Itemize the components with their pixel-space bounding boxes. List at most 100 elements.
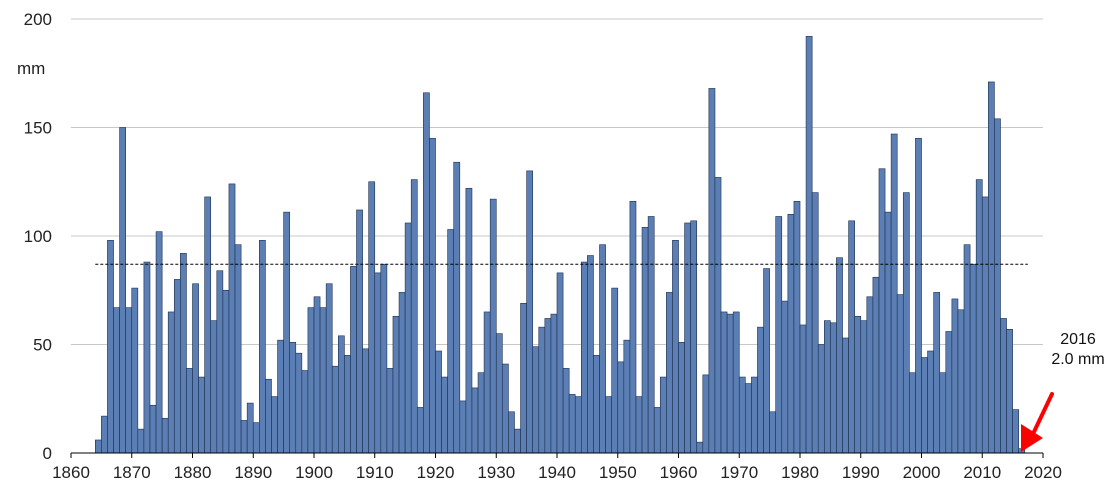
x-tick-label-1980: 1980: [781, 463, 819, 482]
bar-1983: [817, 344, 825, 454]
bar-1947: [599, 244, 606, 454]
bar-1907: [356, 209, 363, 454]
bar-1934: [520, 302, 527, 454]
bar-1989: [854, 315, 862, 454]
bar-1928: [483, 311, 491, 454]
bar-1939: [550, 313, 558, 454]
bar-1959: [672, 240, 679, 454]
bar-1973: [757, 326, 764, 454]
x-tick-label-1860: 1860: [52, 463, 90, 482]
bar-1908: [362, 348, 369, 454]
annotation-value-label: 2.0 mm: [1051, 351, 1104, 368]
bar-1887: [234, 244, 242, 454]
bar-1960: [678, 342, 685, 454]
bar-1914: [398, 292, 406, 454]
bar-1918: [423, 92, 430, 454]
bar-1903: [331, 365, 339, 454]
x-tick-label-1910: 1910: [356, 463, 394, 482]
bar-1919: [429, 138, 436, 454]
bar-1968: [726, 313, 734, 454]
bar-1942: [568, 394, 576, 454]
bar-1956: [653, 407, 661, 454]
bars-group: [95, 36, 1026, 454]
bar-1874: [155, 231, 163, 454]
bar-1995: [890, 133, 898, 454]
bar-1930: [495, 333, 503, 454]
bar-1905: [344, 355, 351, 454]
bar-1952: [629, 200, 637, 454]
bar-1994: [884, 211, 892, 454]
bar-1892: [265, 378, 272, 454]
bar-1932: [508, 411, 515, 454]
bar-2013: [1000, 318, 1007, 454]
annotation-year-label: 2016: [1060, 331, 1096, 348]
x-tick-label-1940: 1940: [538, 463, 576, 482]
bar-2012: [994, 118, 1001, 454]
bar-1988: [848, 220, 855, 454]
bar-1869: [125, 307, 133, 454]
bar-1864: [95, 439, 102, 454]
bar-1915: [404, 222, 412, 454]
x-tick-label-1970: 1970: [720, 463, 758, 482]
bar-1961: [684, 222, 691, 454]
x-tick-label-1990: 1990: [842, 463, 880, 482]
bar-1940: [556, 272, 564, 454]
bar-1870: [131, 287, 139, 454]
bar-1953: [635, 396, 643, 454]
bar-1986: [836, 257, 843, 454]
bar-1888: [240, 420, 248, 454]
bar-1944: [580, 261, 588, 454]
bar-1992: [872, 276, 880, 454]
bar-1971: [745, 383, 752, 454]
bar-1885: [222, 289, 230, 454]
bar-1982: [811, 192, 819, 454]
bar-1873: [149, 404, 157, 454]
bar-1901: [319, 307, 327, 454]
bar-1967: [720, 311, 728, 454]
bar-1871: [137, 428, 145, 454]
bar-1917: [416, 407, 424, 454]
bar-1867: [113, 307, 120, 454]
bar-2005: [951, 298, 959, 454]
bar-1970: [738, 376, 746, 454]
x-tick-label-1890: 1890: [234, 463, 272, 482]
bar-1993: [878, 168, 886, 454]
bar-1948: [605, 396, 612, 454]
bar-1946: [593, 355, 600, 454]
bar-1893: [271, 396, 278, 454]
x-tick-label-2020: 2020: [1024, 463, 1062, 482]
y-tick-label-100: 100: [24, 227, 52, 246]
bar-1987: [842, 337, 849, 454]
bar-1945: [587, 255, 594, 454]
bar-1924: [459, 400, 467, 454]
bar-1896: [289, 342, 297, 454]
bar-1969: [732, 311, 740, 454]
bar-1904: [337, 335, 345, 454]
bar-1963: [696, 441, 704, 454]
bar-1925: [465, 187, 473, 454]
bar-1882: [204, 196, 212, 454]
bar-1929: [489, 198, 497, 454]
bar-1878: [180, 253, 187, 454]
bar-1894: [277, 339, 284, 454]
y-tick-label-0: 0: [43, 444, 52, 463]
bar-1927: [477, 372, 485, 454]
bar-2002: [933, 292, 941, 454]
x-tick-label-1920: 1920: [417, 463, 455, 482]
y-tick-label-200: 200: [24, 10, 52, 29]
bar-1902: [325, 283, 333, 454]
bar-1975: [769, 411, 777, 454]
bar-1913: [392, 315, 400, 454]
bar-1972: [751, 376, 758, 454]
x-tick-label-1950: 1950: [599, 463, 637, 482]
bar-1958: [666, 292, 673, 454]
bar-1931: [502, 363, 509, 454]
bar-1937: [538, 326, 546, 454]
bar-1881: [198, 376, 205, 454]
x-tick-label-1930: 1930: [477, 463, 515, 482]
y-tick-label-150: 150: [24, 119, 52, 138]
bar-1949: [611, 287, 619, 454]
bar-2003: [939, 372, 947, 454]
x-tick-label-1880: 1880: [174, 463, 212, 482]
